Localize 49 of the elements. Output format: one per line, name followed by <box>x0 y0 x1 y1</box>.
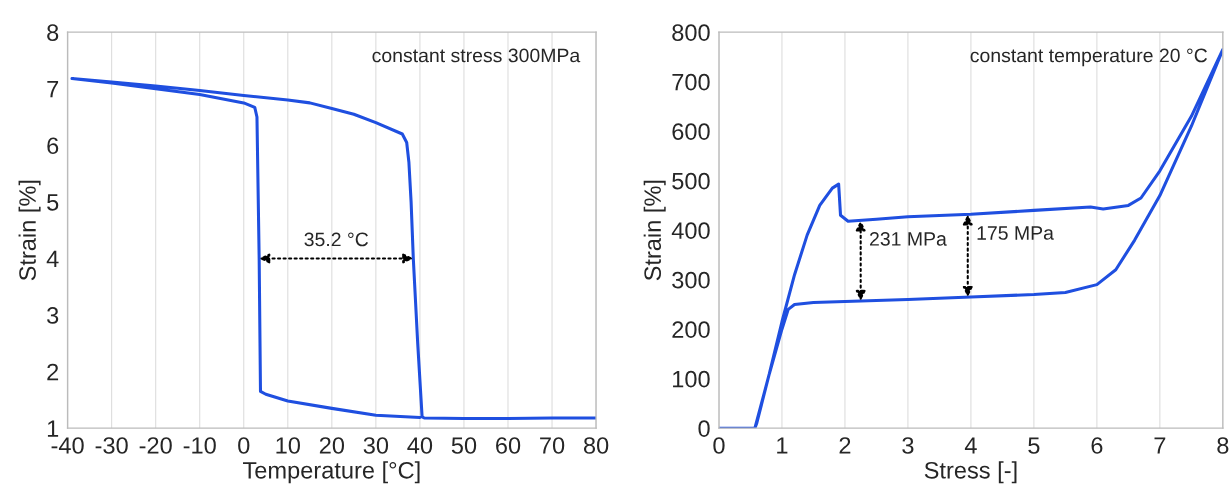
y-tick-label: 800 <box>672 24 710 41</box>
x-tick-label: 20 <box>319 437 345 454</box>
y-tick-label: 5 <box>47 194 59 211</box>
x-tick-label: -10 <box>183 437 216 454</box>
x-tick-label: 80 <box>583 437 609 454</box>
x-tick-label: 4 <box>964 437 977 454</box>
y-tick-label: 7 <box>47 81 59 98</box>
line-series <box>70 77 597 421</box>
x-tick-label: 5 <box>1028 437 1040 454</box>
x-tick-label: 3 <box>902 437 914 454</box>
y-tick-label: 700 <box>672 73 710 91</box>
x-tick-label: 6 <box>1091 437 1103 454</box>
y-tick-label: 3 <box>47 307 59 324</box>
x-axis-title: Stress [-] <box>924 461 1017 484</box>
x-tick-label: 50 <box>451 437 477 454</box>
y-tick-label: 100 <box>673 370 710 388</box>
x-tick-label: -30 <box>95 437 128 454</box>
x-tick-label: 60 <box>496 437 521 454</box>
annotation: 231 MPa <box>870 232 947 246</box>
x-tick-label: 10 <box>276 437 300 454</box>
y-tick-label: 6 <box>47 137 59 155</box>
y-tick-label: 400 <box>671 222 710 239</box>
y-tick-label: 1 <box>47 420 59 437</box>
annotation: 175 MPa <box>977 226 1054 240</box>
y-axis-title: Strain [%] <box>18 180 41 281</box>
y-tick-label: 2 <box>47 363 59 381</box>
y-axis-title: Strain [%] <box>643 180 666 281</box>
y-tick-label: 200 <box>672 321 710 338</box>
x-tick-label: 0 <box>713 437 725 454</box>
annotation: constant stress 300MPa <box>372 48 581 63</box>
x-tick-label: 7 <box>1154 437 1166 454</box>
x-axis-title: Temperature [°C] <box>243 461 420 484</box>
y-tick-label: 600 <box>672 123 710 140</box>
y-tick-label: 8 <box>47 24 59 41</box>
annotation: constant temperature 20 °C <box>970 48 1208 67</box>
x-tick-label: 8 <box>1217 437 1229 454</box>
x-tick-label: 30 <box>363 437 389 454</box>
y-tick-label: 0 <box>698 420 710 437</box>
x-tick-label: -40 <box>51 437 84 454</box>
y-tick-label: 500 <box>672 172 710 190</box>
x-tick-label: 2 <box>839 437 851 454</box>
y-tick-label: 4 <box>46 250 59 268</box>
annotation: 35.2 °C <box>304 232 369 247</box>
x-tick-label: 1 <box>777 437 788 454</box>
x-tick-label: -20 <box>139 437 172 454</box>
x-tick-label: 40 <box>407 437 433 454</box>
x-tick-label: 0 <box>238 437 250 454</box>
x-tick-label: 70 <box>540 437 565 454</box>
y-tick-label: 300 <box>672 271 710 289</box>
